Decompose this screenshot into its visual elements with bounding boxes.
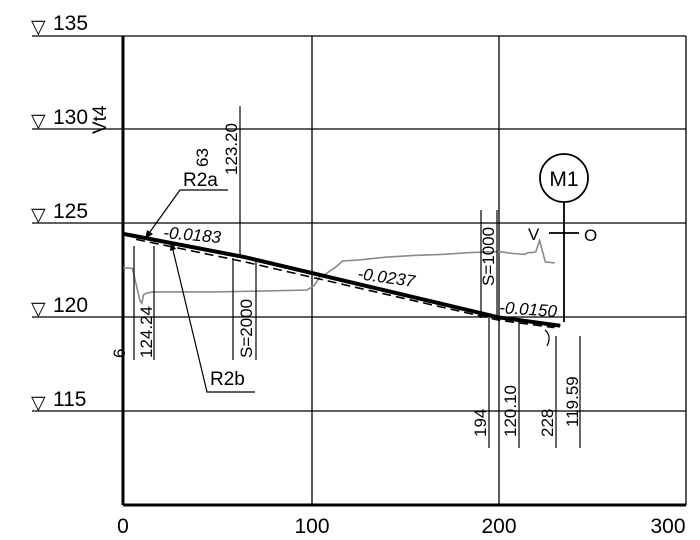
profile-end-hook <box>544 329 550 347</box>
level-marker: ▽ <box>31 111 46 132</box>
terrain-line <box>122 237 555 306</box>
level-marker: ▽ <box>31 205 46 226</box>
level-marker: ▽ <box>31 17 46 38</box>
level-labels: ▽ 135 ▽ 130 ▽ 125 ▽ 120 ▽ 115 <box>31 12 88 414</box>
level-115: 115 <box>53 388 86 411</box>
curve-label-s1000: S=1000 <box>479 227 498 286</box>
station-label-6: 6 <box>110 349 129 358</box>
level-marker: ▽ <box>31 393 46 414</box>
level-130: 130 <box>53 106 88 129</box>
x-tick-100: 100 <box>294 515 329 538</box>
x-tick-0: 0 <box>117 515 129 538</box>
x-tick-labels: 0 100 200 300 <box>117 515 685 538</box>
station-label-194: 194 <box>471 409 490 437</box>
profile-r2b-line <box>135 238 555 329</box>
branch-r2a-arrowhead <box>145 230 153 239</box>
node-v-label: V <box>528 225 540 244</box>
branch-r2b-leader <box>171 245 255 393</box>
level-135: 135 <box>53 12 88 35</box>
node-m1: M1 V O <box>528 153 597 322</box>
level-120: 120 <box>53 294 88 317</box>
branch-r2a-sup: 63 <box>193 148 212 167</box>
node-m1-label: M1 <box>549 168 578 191</box>
branch-r2b-label: R2b <box>210 369 245 390</box>
x-tick-300: 300 <box>650 515 685 538</box>
station-ticks <box>133 106 581 448</box>
level-marker: ▽ <box>31 299 46 320</box>
y-axis-label: Vt4 <box>90 105 111 134</box>
curve-label-s2000: S=2000 <box>237 299 256 358</box>
elevation-label-120-10: 120.10 <box>501 385 520 437</box>
grade-label-3: -0.0150 <box>499 298 558 321</box>
level-125: 125 <box>53 200 88 223</box>
x-tick-200: 200 <box>481 515 516 538</box>
branch-r2a-label: R2a <box>183 170 218 191</box>
grid <box>32 35 687 507</box>
profile-r2a-line <box>122 231 561 328</box>
elevation-label-119-59: 119.59 <box>563 376 582 427</box>
branch-r2b-arrowhead <box>170 241 176 251</box>
elevation-label-123-20: 123.20 <box>222 123 241 175</box>
elevation-label-124-24: 124.24 <box>137 306 156 358</box>
branch-r2a-leader <box>146 189 228 237</box>
station-label-228: 228 <box>538 409 557 437</box>
station-labels: 6 124.24 123.20 63 S=2000 S=1000 194 120… <box>110 123 582 437</box>
node-o-label: O <box>584 226 597 245</box>
